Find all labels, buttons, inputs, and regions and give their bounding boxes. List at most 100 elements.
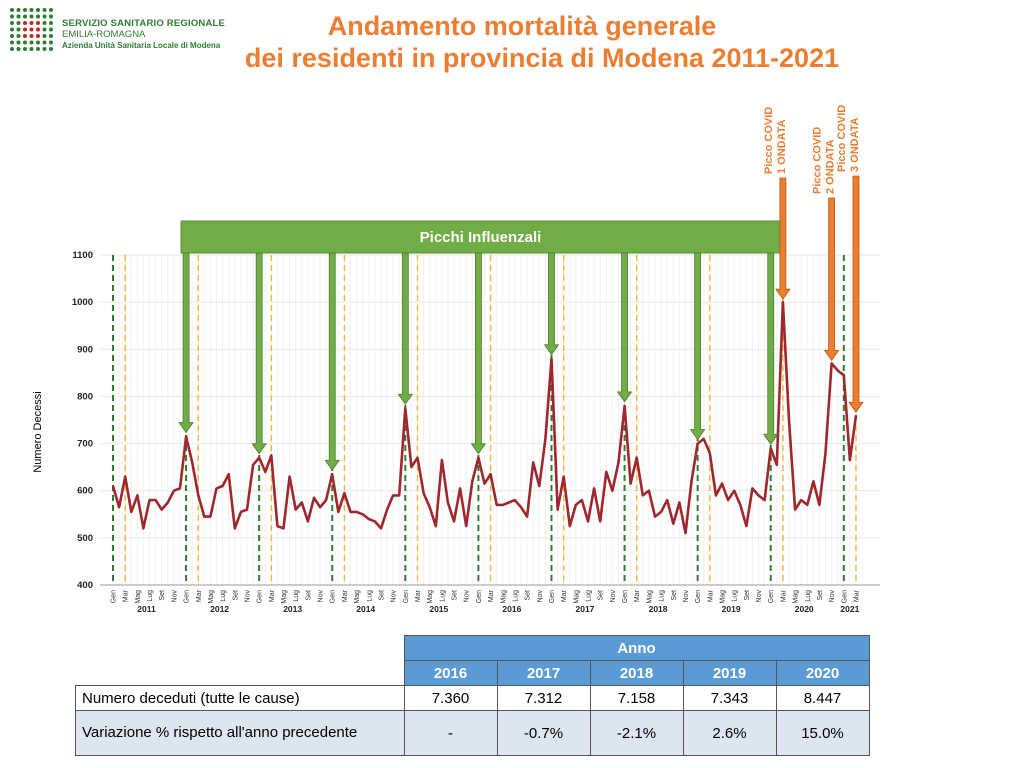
data-point xyxy=(776,464,778,466)
logo-dot xyxy=(36,8,40,12)
flu-peaks-banner xyxy=(180,220,781,254)
data-point xyxy=(587,520,589,522)
logo-dot xyxy=(23,14,27,19)
data-point xyxy=(289,475,291,478)
covid-annotation-line-2: 1 ONDATA xyxy=(776,119,788,174)
mortality-line-chart: 400 500 600 700 800 900 1000 1100 Gen Mar Mag Lug Se… xyxy=(72,105,880,614)
table-cell: 8.447 xyxy=(775,685,870,711)
logo-dot xyxy=(23,47,27,51)
x-month-label: Nov xyxy=(391,590,398,603)
data-point xyxy=(666,499,668,501)
data-point xyxy=(599,520,601,522)
logo-dot xyxy=(49,14,53,19)
title-line-1: Andamento mortalità generale xyxy=(327,11,717,41)
covid-annotation-line-2: 3 ONDATA xyxy=(849,117,861,172)
logo-dot xyxy=(16,21,21,25)
x-month-label: Gen xyxy=(111,590,118,603)
covid-annotation-line-1: Picco COVID xyxy=(763,107,775,174)
logo-dot xyxy=(49,8,53,12)
flu-peak-arrow xyxy=(689,252,706,441)
data-point xyxy=(471,480,473,482)
data-point xyxy=(416,457,419,459)
x-month-label: Mar xyxy=(853,589,860,602)
data-point xyxy=(721,483,723,485)
data-point xyxy=(477,457,479,459)
flu-peak-arrows xyxy=(178,252,779,471)
data-point xyxy=(276,525,279,527)
data-point xyxy=(739,504,741,506)
x-month-label: Nov xyxy=(829,590,836,603)
logo-dot xyxy=(23,34,27,38)
x-month-label: Lug xyxy=(732,590,739,602)
x-month-label: Set xyxy=(817,590,824,601)
x-month-label: Gen xyxy=(476,590,483,603)
data-point xyxy=(849,459,851,461)
data-point xyxy=(319,506,321,508)
table-cell: -0.7% xyxy=(496,710,591,756)
covid-annotation-line-2: 2 ONDATA xyxy=(825,139,837,194)
data-point xyxy=(252,464,254,466)
logo-dot xyxy=(49,40,53,45)
x-year-label: 2011 xyxy=(137,604,156,614)
logo: SERVIZIO SANITARIO REGIONALE EMILIA-ROMA… xyxy=(8,6,238,56)
table-cell: 7.343 xyxy=(682,685,777,711)
data-point xyxy=(520,506,522,508)
x-month-label: Mar xyxy=(634,589,641,602)
table-cell: 7.158 xyxy=(589,685,684,711)
x-month-label: Set xyxy=(452,590,459,601)
x-month-label: Lug xyxy=(805,590,812,602)
x-year-label: 2019 xyxy=(722,604,741,614)
logo-dots-icon xyxy=(10,8,53,51)
data-point xyxy=(167,501,169,504)
table-row-label: Numero deceduti (tutte le cause) xyxy=(75,685,405,711)
x-month-label: Nov xyxy=(244,590,251,603)
y-tick-label: 700 xyxy=(77,439,93,450)
logo-dot xyxy=(10,47,14,51)
x-year-label: 2014 xyxy=(356,604,375,614)
data-point xyxy=(556,508,559,511)
flu-peak-arrow xyxy=(762,252,779,445)
logo-dot xyxy=(16,34,21,38)
data-point xyxy=(654,516,656,518)
x-month-label: Mag xyxy=(135,590,142,604)
table-row: Numero deceduti (tutte le cause) 7.360 7… xyxy=(75,685,870,711)
data-point xyxy=(246,508,248,511)
y-tick-label: 1100 xyxy=(72,250,93,261)
data-point xyxy=(770,447,772,449)
logo-dot xyxy=(49,47,53,51)
logo-dot xyxy=(10,21,14,25)
covid-peak-arrow xyxy=(823,197,840,362)
flu-peak-arrow xyxy=(324,252,341,471)
data-point xyxy=(563,475,565,478)
table-year-header: 2017 xyxy=(496,660,591,686)
logo-dot xyxy=(16,14,21,19)
x-month-label: Set xyxy=(305,590,312,601)
logo-dot xyxy=(36,40,40,45)
data-point xyxy=(380,527,382,530)
data-point xyxy=(465,525,467,527)
data-point xyxy=(605,471,607,473)
logo-dot xyxy=(42,21,47,25)
data-point xyxy=(788,419,790,421)
x-month-label: Mag xyxy=(646,590,653,604)
x-month-label: Set xyxy=(159,590,166,601)
data-point xyxy=(678,501,680,504)
data-point xyxy=(690,480,693,482)
data-point xyxy=(234,527,236,530)
x-month-label: Mag xyxy=(720,590,727,604)
data-point xyxy=(764,499,766,501)
x-month-label: Lug xyxy=(366,590,373,602)
x-month-label: Gen xyxy=(768,590,775,603)
x-year-label: 2021 xyxy=(840,604,859,614)
data-point xyxy=(441,459,443,461)
data-point xyxy=(222,485,224,487)
logo-dot xyxy=(42,47,47,51)
x-month-label: Set xyxy=(525,590,532,601)
x-month-label: Gen xyxy=(549,590,556,603)
logo-dot xyxy=(29,8,34,12)
logo-dot xyxy=(49,27,53,32)
data-point xyxy=(282,527,285,530)
data-point xyxy=(623,405,626,407)
x-month-label: Nov xyxy=(318,590,325,603)
data-point xyxy=(733,490,735,492)
